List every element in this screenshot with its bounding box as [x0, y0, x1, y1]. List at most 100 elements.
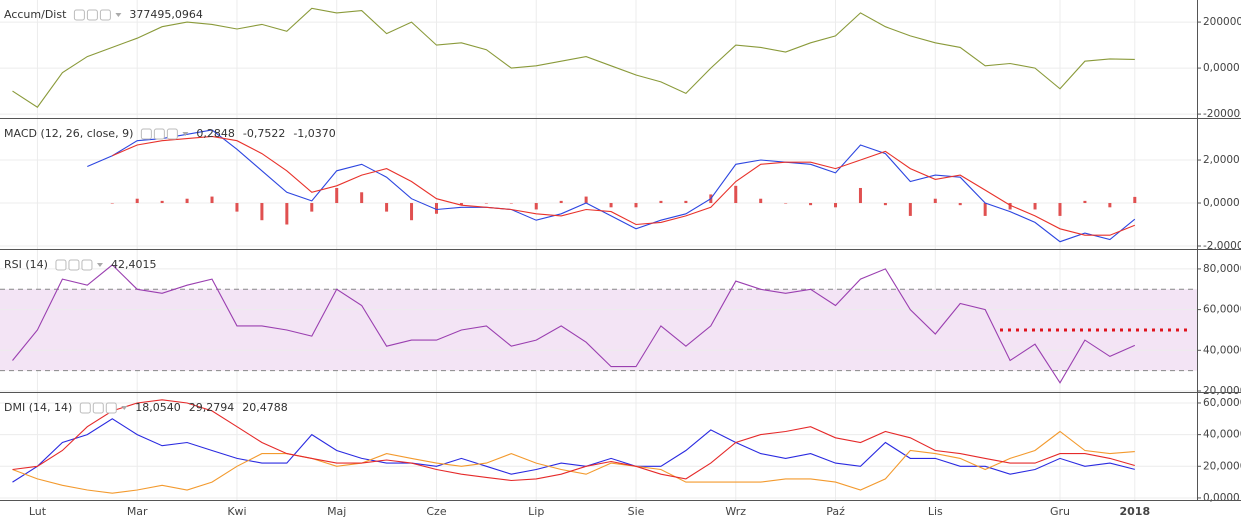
histogram-bar	[410, 203, 414, 221]
histogram-bar	[883, 203, 887, 206]
histogram-bar	[1108, 203, 1112, 208]
series-line	[112, 135, 1136, 236]
histogram-bar	[484, 203, 488, 204]
histogram-bar	[809, 203, 813, 206]
x-tick-label: Lip	[528, 505, 544, 518]
panel-icon	[140, 128, 152, 140]
panel-icon	[68, 259, 80, 271]
panel-icon	[81, 259, 93, 271]
legend-value: 42,4015	[111, 258, 157, 271]
histogram-bar	[360, 192, 364, 204]
panel-icon	[92, 402, 104, 414]
legend-value: -0,7522	[243, 127, 285, 140]
y-tick-label: 60,0000	[1203, 397, 1241, 409]
histogram-bar	[509, 203, 513, 204]
panel-icon	[86, 9, 98, 21]
series-line	[12, 7, 1135, 108]
legend-value: -1,0370	[293, 127, 335, 140]
panel-title: DMI (14, 14)	[4, 401, 72, 414]
panel-icon	[166, 128, 178, 140]
x-tick-label: Lis	[928, 505, 943, 518]
histogram-bar	[385, 203, 389, 212]
legend-value: 377495,0964	[129, 8, 202, 21]
histogram-bar	[634, 203, 638, 208]
x-tick-label: Sie	[628, 505, 645, 518]
histogram-bar	[534, 203, 538, 210]
x-tick-label: Maj	[327, 505, 346, 518]
x-tick-label: 2018	[1119, 505, 1150, 518]
legend-value: 20,4788	[242, 401, 288, 414]
panel-icon	[105, 402, 117, 414]
x-tick-label: Paź	[826, 505, 845, 518]
histogram-bar	[834, 203, 838, 208]
y-tick-label: 80,0000	[1203, 263, 1241, 275]
y-tick-label: 0,0000	[1203, 62, 1240, 74]
series-line	[12, 418, 1135, 483]
histogram-bar	[135, 198, 139, 204]
y-tick-label: 0,0000	[1203, 492, 1240, 504]
x-tick-label: Kwi	[227, 505, 246, 518]
histogram-bar	[335, 187, 339, 204]
x-tick-label: Gru	[1050, 505, 1070, 518]
series-line	[12, 264, 1136, 384]
histogram-bar	[734, 185, 738, 204]
histogram-bar	[310, 203, 314, 212]
series-line	[87, 129, 1136, 243]
panel-title: MACD (12, 26, close, 9)	[4, 127, 133, 140]
legend-value: 18,0540	[135, 401, 181, 414]
histogram-bar	[858, 187, 862, 204]
panel-arrow	[96, 263, 103, 267]
panel-icon	[99, 9, 111, 21]
panel-arrow	[121, 406, 128, 410]
rsi-band	[0, 289, 1197, 371]
y-tick-label: 0,0000	[1203, 197, 1240, 209]
panel-title: RSI (14)	[4, 258, 48, 271]
y-tick-label: 40,0000	[1203, 344, 1241, 356]
histogram-bar	[459, 203, 463, 206]
y-tick-label: 20,0000	[1203, 385, 1241, 397]
histogram-bar	[235, 203, 239, 212]
panel-icon	[153, 128, 165, 140]
histogram-bar	[1008, 203, 1012, 210]
panel-arrow	[182, 132, 189, 136]
histogram-bar	[110, 203, 114, 204]
histogram-bar	[1133, 196, 1137, 204]
x-tick-label: Mar	[127, 505, 148, 518]
histogram-bar	[908, 203, 912, 216]
histogram-bar	[659, 200, 663, 204]
y-tick-label: 20,0000	[1203, 460, 1241, 472]
histogram-bar	[1033, 203, 1037, 210]
histogram-bar	[210, 196, 214, 204]
histogram-bar	[684, 200, 688, 204]
histogram-bar	[559, 200, 563, 204]
histogram-bar	[584, 196, 588, 204]
panel-icon	[79, 402, 91, 414]
histogram-bar	[609, 203, 613, 208]
legend-value: 0,2848	[196, 127, 235, 140]
series-line	[12, 399, 1135, 482]
grid-layer	[0, 0, 1197, 500]
histogram-bar	[160, 200, 164, 204]
histogram-bar	[933, 198, 937, 204]
histogram-bar	[784, 203, 788, 204]
histogram-bar	[759, 198, 763, 204]
histogram-bar	[434, 203, 438, 214]
series-line	[12, 430, 1135, 494]
x-tick-label: Lut	[29, 505, 47, 518]
panel-icon	[73, 9, 85, 21]
histogram-bar	[1058, 203, 1062, 216]
panel-title: Accum/Dist	[4, 8, 67, 21]
y-tick-label: 2,0000	[1203, 154, 1240, 166]
y-tick-label: 60,0000	[1203, 304, 1241, 316]
panel-arrow	[115, 13, 122, 17]
histogram-bar	[958, 203, 962, 206]
y-tick-label: 40,0000	[1203, 429, 1241, 441]
y-tick-label: -2,0000	[1203, 240, 1241, 252]
histogram-bar	[1083, 200, 1087, 204]
marks-layer	[12, 7, 1192, 494]
x-tick-label: Cze	[426, 505, 446, 518]
